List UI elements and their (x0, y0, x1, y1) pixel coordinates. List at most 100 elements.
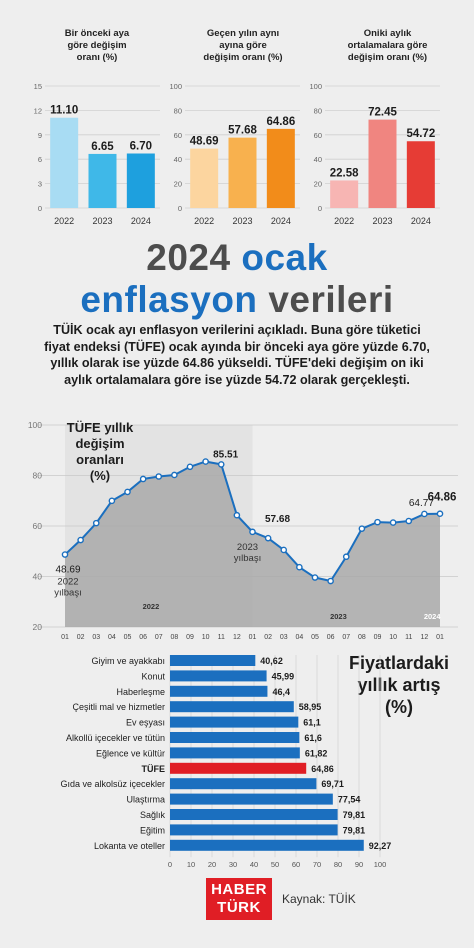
line-chart-xtick-label: 12 (420, 634, 428, 641)
mini-chart-1-ytick-label: 3 (38, 180, 42, 189)
mini-chart-3-category-label: 2022 (334, 216, 354, 226)
mini-chart-3-ytick-label: 20 (314, 180, 322, 189)
intro-paragraph: TÜİK ocak ayı enflasyon verilerini açıkl… (18, 322, 456, 388)
mini-chart-2-bar (190, 148, 219, 208)
mini-chart-3-title: Oniki aylık ortalamalara göre değişim or… (325, 28, 450, 64)
mini-chart-1-ytick-label: 12 (34, 106, 42, 115)
mini-chart-3-title-line: Oniki aylık (363, 28, 412, 39)
mini-chart-3-ytick-label: 40 (314, 155, 322, 164)
line-chart-title-line: oranları (76, 452, 124, 467)
mini-chart-3-value-label: 22.58 (330, 167, 359, 179)
bar-chart-value-label: 61,6 (304, 733, 322, 743)
mini-chart-3-bar (330, 180, 359, 208)
line-chart-xtick-label: 02 (264, 634, 272, 641)
line-chart-point (124, 488, 131, 496)
bar-chart-xtick-label: 50 (271, 860, 279, 869)
price-increase-bar-chart: 0 10 20 30 40 50 60 70 80 90 100 Giyim ve ayakkabı 4… (60, 655, 392, 869)
mini-chart-2-ytick-label: 40 (174, 155, 182, 164)
line-chart-point (374, 518, 381, 526)
bar-chart-category-label: Ev eşyası (126, 718, 165, 728)
mini-chart-1-category-label: 2024 (131, 216, 151, 226)
bar-chart-value-label: 77,54 (338, 795, 361, 805)
line-chart-annotation-value: 57.68 (265, 514, 290, 525)
bar-chart-value-label: 79,81 (343, 825, 366, 835)
line-chart-xtick-label: 06 (327, 634, 335, 641)
mini-chart-2-category-label: 2023 (232, 216, 252, 226)
line-chart-point (264, 534, 272, 542)
bar-chart-category-label: Çeşitli mal ve hizmetler (72, 702, 165, 712)
line-chart-ytick-label: 100 (28, 420, 42, 430)
intro-line: fiyat endeksi (TÜFE) ocak ayında bir önc… (44, 339, 430, 354)
line-chart-annotation-label: yılbaşı (54, 588, 81, 599)
bar-chart-bar (170, 839, 364, 851)
headline-verileri: verileri (268, 279, 394, 320)
line-chart-annotation-year: 2022 (57, 577, 78, 588)
line-chart-point (139, 475, 147, 483)
mini-chart-2: 0 20 40 60 80 100 48.69 2022 57.68 2023 64.86 2024 (170, 82, 300, 226)
mini-chart-3-category-label: 2024 (411, 216, 431, 226)
bar-chart-xtick-label: 80 (334, 860, 342, 869)
bar-chart-xtick-label: 70 (313, 860, 321, 869)
mini-chart-2-category-label: 2024 (271, 216, 291, 226)
headline-ocak: ocak (241, 237, 328, 278)
line-chart-title-line: değişim (75, 436, 124, 451)
mini-chart-1: 0 3 6 9 12 15 11.10 2022 6.65 2023 6.70 2024 (34, 82, 160, 226)
mini-chart-3-title-line: değişim oranı (%) (347, 52, 428, 63)
line-chart-year-label: 2024 (424, 612, 442, 621)
bar-chart-value-label: 92,27 (369, 841, 392, 851)
bar-chart-bar (170, 701, 294, 713)
bar-chart-category-label: Eğlence ve kültür (96, 748, 165, 758)
bar-chart-value-label: 61,82 (305, 748, 328, 758)
bar-chart-bar (170, 670, 267, 682)
line-chart-title-line: (%) (90, 468, 110, 483)
line-chart-xtick-label: 04 (295, 634, 303, 641)
line-chart-point (421, 510, 428, 518)
mini-chart-1-value-label: 6.65 (91, 141, 114, 153)
mini-chart-2-value-label: 48.69 (190, 136, 219, 148)
line-chart-xtick-label: 07 (155, 634, 163, 641)
line-chart-xtick-label: 08 (170, 634, 178, 641)
bar-chart-xtick-label: 20 (208, 860, 216, 869)
line-chart-annotation-value: 48.69 (55, 565, 80, 576)
mini-chart-3: 0 20 40 60 80 100 22.58 2022 72.45 2023 54.72 2024 (310, 82, 440, 226)
bar-chart-bar (170, 732, 300, 743)
bar-chart-xtick-label: 60 (292, 860, 300, 869)
line-chart-xtick-label: 01 (249, 634, 257, 641)
bar-chart-bar (170, 685, 268, 697)
mini-chart-1-ytick-label: 6 (38, 155, 42, 164)
line-chart-xtick-label: 11 (218, 634, 225, 641)
line-chart-xtick-label: 05 (311, 634, 319, 641)
mini-chart-1-ytick-label: 0 (38, 204, 42, 213)
line-chart-point (77, 536, 84, 544)
source-label: Kaynak: TÜİK (282, 892, 356, 906)
bar-chart-category-label: Ulaştırma (126, 795, 165, 805)
mini-chart-3-category-label: 2023 (372, 216, 392, 226)
line-chart-point (202, 458, 209, 465)
bar-chart-value-label: 61,1 (303, 718, 321, 728)
mini-chart-3-ytick-label: 60 (314, 131, 322, 140)
line-chart-annotation-label: yılbaşı (234, 553, 261, 564)
line-chart-point (358, 525, 366, 532)
line-chart-year-label: 2023 (330, 612, 347, 621)
line-chart-point (249, 528, 256, 536)
mini-chart-2-value-label: 57.68 (228, 125, 257, 137)
bar-chart-value-label: 45,99 (272, 671, 295, 681)
intro-line: aylık ortalamalara göre ise yüzde 54.72 … (64, 372, 410, 387)
bar-chart-category-label: Eğitim (140, 825, 165, 835)
line-chart-xtick-label: 06 (139, 634, 147, 641)
line-chart-point (436, 510, 444, 518)
line-chart-point (61, 551, 69, 558)
line-chart-xtick-label: 01 (61, 634, 69, 641)
line-chart-xtick-label: 02 (77, 634, 85, 641)
bar-chart-category-label: Sağlık (140, 810, 166, 820)
line-chart-annotation-value: 85.51 (213, 450, 238, 461)
line-chart-year-label: 2022 (143, 602, 160, 611)
line-chart-area (65, 461, 440, 627)
line-chart-point (280, 546, 288, 554)
line-chart-point (296, 563, 303, 571)
line-chart-ytick-label: 80 (33, 471, 43, 481)
mini-chart-2-ytick-label: 20 (174, 180, 182, 189)
bar-chart-xtick-label: 0 (168, 860, 172, 869)
line-chart-point (155, 473, 163, 480)
mini-chart-1-title: Bir önceki aya göre değişim oranı (%) (42, 28, 152, 64)
